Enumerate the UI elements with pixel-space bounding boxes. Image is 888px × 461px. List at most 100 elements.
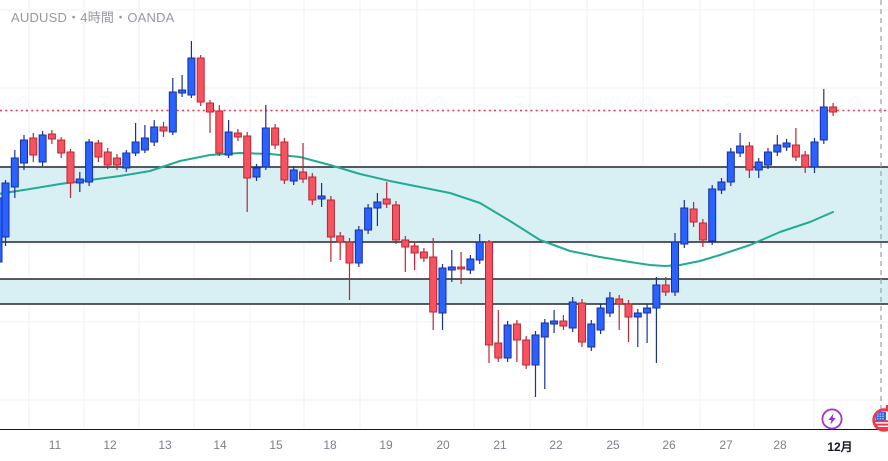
candle (178, 75, 187, 97)
candle (10, 150, 19, 198)
candle (819, 89, 828, 144)
candle (466, 255, 475, 274)
candle (708, 185, 717, 245)
candle (773, 135, 782, 156)
time-axis-label: 28 (773, 438, 787, 452)
candlestick-chart-canvas[interactable] (0, 0, 888, 429)
candle (150, 120, 159, 146)
candle (494, 310, 503, 362)
time-axis[interactable]: 11 12 13 14 15 18 19 20 21 22 25 26 27 28 12月 (0, 429, 888, 461)
moving-average-line (0, 152, 834, 267)
candle (671, 233, 679, 296)
symbol-legend[interactable]: AUDUSD・4時間・OANDA (11, 10, 175, 25)
candle (373, 193, 382, 226)
candle (782, 139, 791, 151)
candle (308, 173, 317, 205)
time-axis-label: 22 (549, 438, 563, 452)
candle (354, 226, 363, 267)
candle (512, 320, 521, 362)
candle (75, 172, 84, 192)
candle (587, 320, 596, 351)
candle (280, 138, 289, 184)
candle (382, 182, 391, 208)
us-flag-calendar-icon[interactable] (871, 404, 888, 434)
time-axis-label: 19 (379, 438, 393, 452)
candle (206, 100, 214, 133)
time-axis-label: 20 (436, 438, 450, 452)
candle (103, 148, 112, 169)
candle (578, 299, 586, 347)
time-axis-label: 14 (213, 438, 227, 452)
candle (485, 240, 493, 363)
candle (661, 277, 670, 296)
candle (568, 297, 577, 332)
candle (94, 140, 103, 162)
candle (717, 178, 726, 194)
candle (29, 133, 38, 162)
candle (224, 120, 233, 158)
candles (0, 41, 838, 397)
candle (615, 295, 624, 330)
candle (1, 180, 10, 246)
candle (47, 130, 56, 144)
candle (140, 125, 149, 153)
candle (85, 139, 94, 186)
candle (419, 248, 428, 262)
candle (392, 201, 400, 244)
candle (243, 132, 252, 212)
candle (745, 142, 754, 178)
time-axis-label: 25 (606, 438, 620, 452)
candle (271, 124, 280, 149)
candle (475, 234, 484, 264)
candle (410, 242, 419, 270)
time-axis-label: 26 (662, 438, 676, 452)
candle (196, 55, 205, 106)
candle (289, 166, 298, 185)
candle (299, 143, 307, 183)
candle (596, 304, 605, 334)
candle (252, 164, 261, 181)
candle (57, 137, 66, 158)
candle (801, 151, 810, 173)
time-axis-label: 27 (719, 438, 733, 452)
candle (764, 148, 772, 169)
candle (401, 236, 410, 272)
lightning-icon[interactable] (820, 407, 844, 431)
time-axis-label: 12 (103, 438, 117, 452)
candle (689, 202, 698, 227)
candle (791, 128, 800, 161)
candle (503, 321, 512, 362)
candle (38, 131, 47, 166)
candle (726, 148, 735, 186)
candle (559, 315, 568, 330)
candle (447, 250, 456, 282)
candle (829, 103, 838, 116)
candle (20, 135, 28, 170)
candle (317, 183, 326, 207)
candle (345, 238, 354, 300)
candle (457, 252, 466, 284)
candle (736, 133, 745, 157)
candle (364, 204, 373, 234)
candle (438, 264, 447, 330)
time-axis-label: 21 (493, 438, 507, 452)
candle (680, 200, 689, 248)
candle (540, 319, 549, 389)
candle (531, 331, 540, 397)
candle (429, 238, 438, 330)
candle (550, 310, 559, 333)
candle (643, 304, 652, 343)
candle (652, 277, 661, 363)
candle (66, 149, 75, 198)
time-axis-label: 15 (269, 438, 283, 452)
candle (215, 105, 224, 156)
candle (122, 150, 131, 172)
time-axis-label: 12月 (827, 440, 853, 454)
candle (187, 41, 196, 98)
candle (113, 154, 121, 170)
candle (522, 336, 531, 369)
candle (168, 78, 177, 135)
supply-demand-bands (0, 167, 888, 304)
candle (633, 309, 642, 347)
